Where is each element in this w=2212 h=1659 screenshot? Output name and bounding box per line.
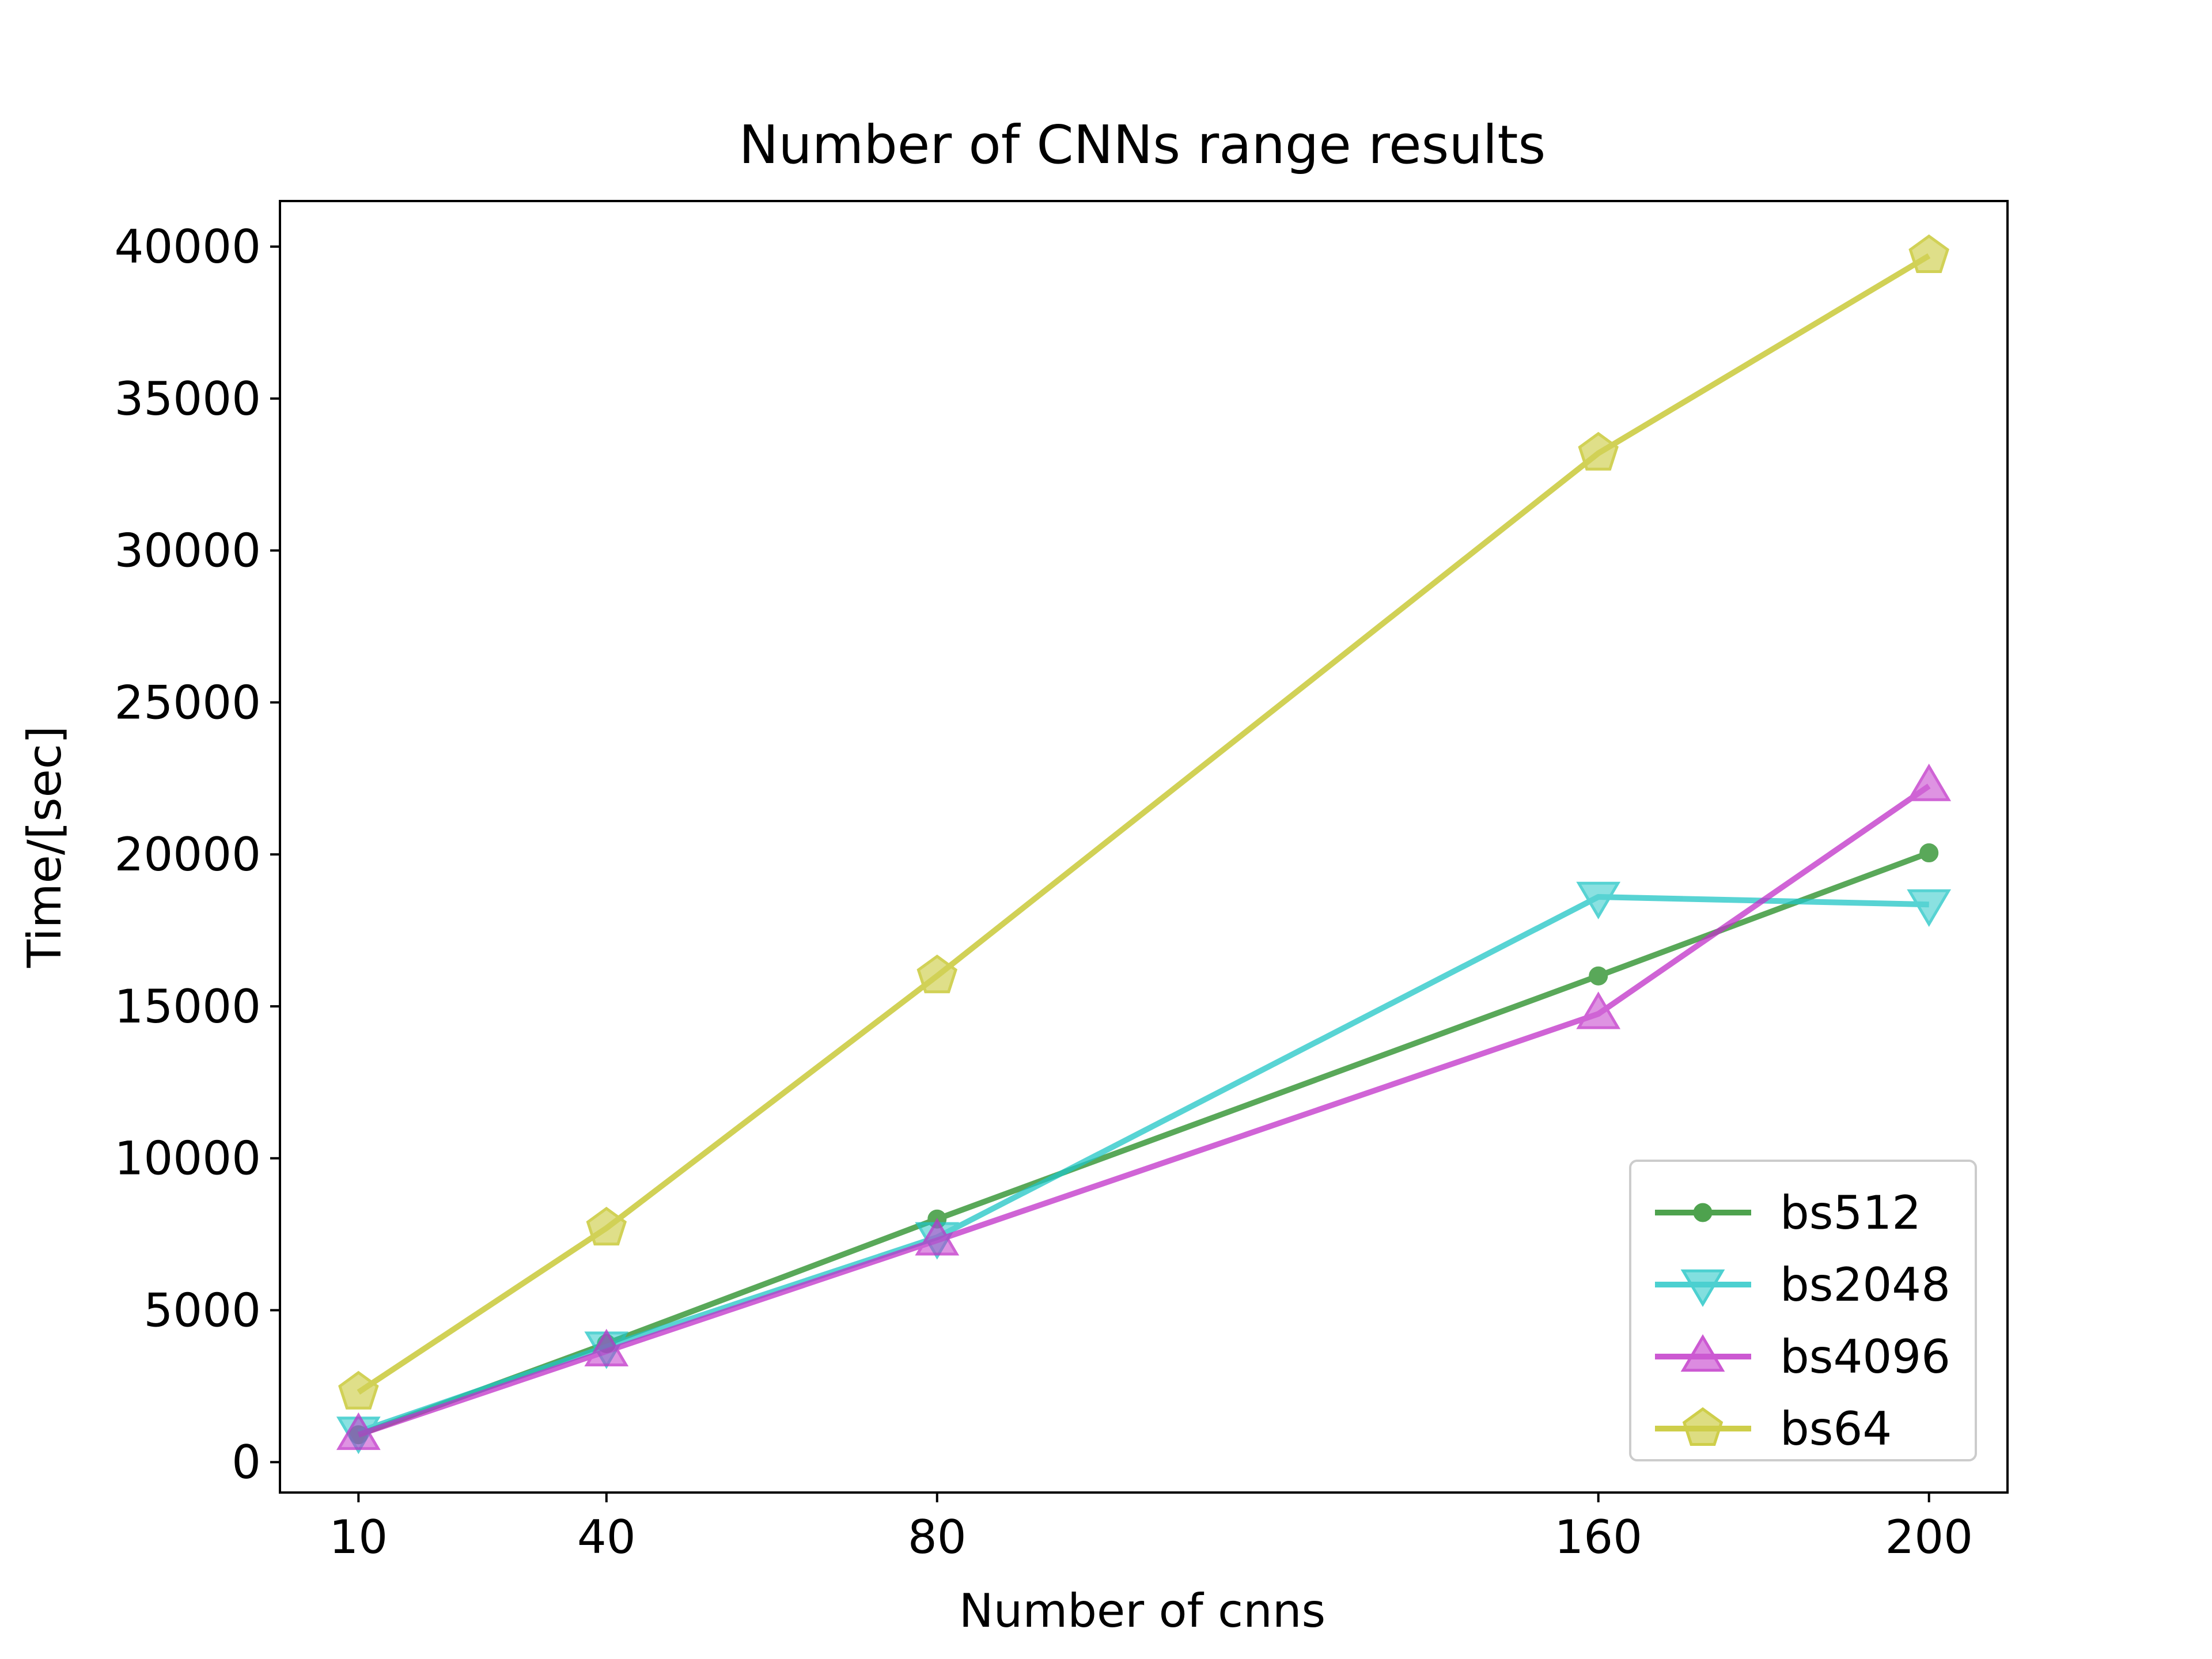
legend: bs512 bs2048 bs4096 bs64 [1629, 1160, 1977, 1461]
data-point-bs512 [1589, 966, 1608, 986]
legend-label: bs4096 [1780, 1330, 1950, 1384]
data-point-bs4096 [1907, 763, 1952, 801]
data-point-bs4096 [1576, 991, 1621, 1029]
legend-label: bs512 [1780, 1186, 1921, 1240]
series-layer [336, 234, 1952, 1455]
x-tick-label: 200 [1885, 1510, 1973, 1564]
legend-label: bs2048 [1780, 1258, 1950, 1312]
legend-marker [1680, 1334, 1725, 1372]
data-point-bs64 [916, 955, 958, 994]
legend-label: bs64 [1780, 1402, 1892, 1456]
data-point-bs4096 [915, 1218, 960, 1256]
y-tick-label: 20000 [115, 828, 262, 881]
data-point-bs2048 [1907, 889, 1952, 927]
series-bs64 [338, 234, 1949, 1410]
data-point-bs512 [1919, 843, 1939, 863]
legend-item-bs64 [1655, 1407, 1751, 1446]
data-point-bs4096 [336, 1412, 381, 1450]
legend-item-bs512 [1655, 1203, 1751, 1222]
y-tick-label: 5000 [143, 1283, 261, 1337]
data-point-bs64 [1578, 431, 1619, 471]
data-point-bs4096 [584, 1328, 629, 1366]
y-tick-label: 25000 [115, 676, 262, 729]
legend-item-bs2048 [1655, 1269, 1751, 1307]
plot-area-frame [279, 200, 2009, 1494]
chart-title: Number of CNNs range results [739, 114, 1546, 176]
data-point-bs64 [1908, 234, 1949, 273]
x-axis-label: Number of cnns [959, 1584, 1325, 1638]
x-axis-ticks: 10 40 80 160 200 [329, 1493, 1973, 1564]
x-tick-label: 80 [908, 1510, 967, 1564]
x-tick-label: 160 [1554, 1510, 1642, 1564]
legend-box [1629, 1160, 1977, 1461]
y-tick-label: 10000 [115, 1132, 262, 1185]
y-tick-label: 0 [232, 1435, 261, 1489]
y-axis-ticks: 0 5000 10000 15000 20000 25000 30000 35000 40000 [115, 220, 280, 1489]
legend-item-bs4096 [1655, 1334, 1751, 1372]
y-tick-label: 30000 [115, 524, 262, 578]
x-tick-label: 40 [577, 1510, 636, 1564]
legend-marker [1693, 1203, 1713, 1222]
x-tick-label: 10 [329, 1510, 388, 1564]
data-point-bs64 [338, 1370, 379, 1410]
y-tick-label: 15000 [115, 980, 262, 1033]
y-tick-label: 40000 [115, 220, 262, 274]
series-bs4096 [336, 763, 1952, 1450]
y-axis-label: Time/[sec] [18, 726, 71, 968]
data-point-bs64 [586, 1206, 627, 1246]
y-tick-label: 35000 [115, 372, 262, 426]
legend-marker [1682, 1407, 1724, 1446]
legend-marker [1680, 1269, 1725, 1307]
data-point-bs2048 [1576, 881, 1621, 919]
